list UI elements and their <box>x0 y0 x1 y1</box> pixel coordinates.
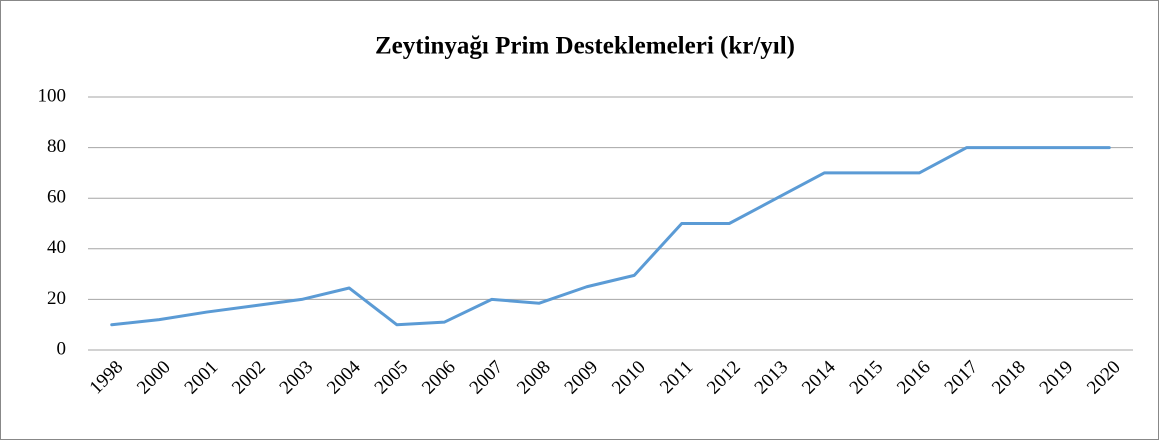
y-tick-label: 60 <box>47 187 66 208</box>
data-line <box>110 146 1111 327</box>
y-tick-label: 80 <box>47 136 66 157</box>
y-tick-label: 0 <box>57 338 67 359</box>
chart-title: Zeytinyağı Prim Desteklemeleri (kr/yıl) <box>375 33 795 60</box>
y-tick-label: 20 <box>47 288 66 309</box>
y-tick-label: 40 <box>47 237 66 258</box>
y-tick-label: 100 <box>38 85 67 106</box>
